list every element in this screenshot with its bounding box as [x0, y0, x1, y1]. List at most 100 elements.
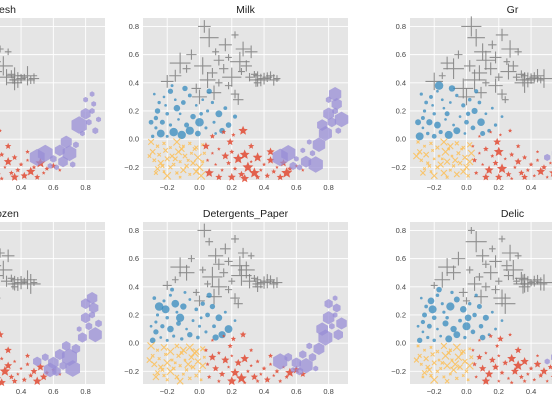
data-point	[234, 358, 243, 367]
data-point	[209, 303, 216, 310]
data-point	[284, 374, 289, 379]
data-point	[0, 128, 2, 133]
y-tick-label: −0.2	[124, 367, 139, 376]
y-tick-label: 0.4	[129, 78, 139, 87]
data-point	[239, 331, 247, 338]
data-point	[528, 161, 534, 167]
data-point	[174, 343, 180, 349]
data-point	[227, 172, 236, 181]
data-point	[159, 336, 163, 339]
data-point	[24, 353, 31, 358]
data-point	[240, 354, 250, 363]
data-point	[536, 166, 546, 176]
data-point	[434, 271, 451, 288]
data-point	[165, 134, 169, 138]
data-point	[223, 106, 228, 111]
data-point	[467, 277, 482, 291]
data-point	[461, 373, 465, 378]
data-point	[0, 176, 4, 181]
data-point	[250, 373, 259, 381]
subplot-grid: −0.2 0.0 0.2 0.4 0.6 0.8 −0.2 0.0 0.2 0.4 0.6 0.8 Fr…	[0, 4, 552, 396]
x-tick-label: 0.4	[16, 387, 26, 396]
data-point	[194, 373, 199, 378]
data-point	[454, 353, 463, 362]
data-point	[426, 366, 433, 373]
data-point	[462, 322, 471, 331]
data-point	[333, 329, 343, 341]
data-point	[199, 316, 203, 320]
data-point	[77, 332, 87, 343]
data-point	[463, 132, 467, 135]
data-point	[0, 70, 2, 73]
data-point	[463, 60, 476, 72]
data-point	[293, 156, 299, 162]
data-point	[80, 312, 91, 324]
data-point	[4, 346, 12, 354]
cluster-blue-circle	[149, 287, 237, 344]
data-point	[532, 173, 537, 178]
data-point	[442, 375, 446, 379]
data-point	[34, 174, 41, 180]
data-point	[458, 88, 475, 106]
data-point	[498, 133, 503, 137]
data-point	[445, 335, 453, 343]
data-point	[547, 364, 552, 370]
data-point	[54, 164, 59, 171]
data-point	[224, 325, 233, 333]
data-point	[481, 282, 491, 292]
data-point	[16, 372, 20, 376]
data-point	[233, 319, 237, 322]
data-point	[274, 368, 280, 374]
data-point	[190, 160, 196, 167]
data-point	[494, 327, 497, 331]
data-point	[533, 360, 542, 368]
data-point	[299, 370, 307, 377]
data-point	[193, 153, 203, 162]
cluster-yellow-x	[146, 342, 207, 385]
data-point	[4, 48, 12, 56]
data-point	[25, 361, 30, 367]
data-point	[432, 112, 436, 116]
data-point	[440, 56, 454, 70]
data-point	[434, 81, 444, 90]
data-point	[469, 355, 474, 360]
data-point	[431, 315, 437, 321]
data-point	[245, 369, 250, 374]
data-point	[296, 367, 304, 376]
data-point	[154, 302, 164, 311]
data-point	[187, 255, 195, 263]
data-point	[273, 353, 288, 370]
data-point	[412, 152, 420, 160]
data-point	[322, 311, 335, 325]
data-point	[163, 171, 172, 180]
data-point	[197, 369, 202, 373]
data-point	[203, 347, 209, 353]
data-point	[528, 366, 534, 371]
data-point	[429, 169, 433, 174]
data-point	[425, 364, 431, 370]
data-point	[192, 146, 197, 152]
data-point	[416, 140, 420, 144]
data-point	[3, 157, 13, 166]
data-point	[484, 62, 498, 76]
data-point	[435, 165, 440, 170]
cluster-yellow-x	[412, 138, 476, 180]
data-point	[464, 369, 469, 374]
data-point	[437, 358, 441, 362]
data-point	[212, 334, 219, 341]
data-point	[26, 166, 36, 176]
data-point	[490, 106, 494, 110]
data-point	[419, 362, 423, 366]
data-point	[518, 280, 531, 293]
data-point	[296, 164, 303, 171]
data-point	[89, 302, 99, 314]
y-tick-label: 0.6	[129, 254, 139, 263]
data-point	[496, 353, 501, 358]
data-point	[170, 287, 174, 292]
data-point	[218, 370, 226, 377]
data-point	[494, 343, 500, 348]
data-point	[220, 168, 224, 172]
data-point	[440, 360, 445, 365]
data-point	[463, 335, 467, 340]
data-point	[468, 347, 472, 351]
